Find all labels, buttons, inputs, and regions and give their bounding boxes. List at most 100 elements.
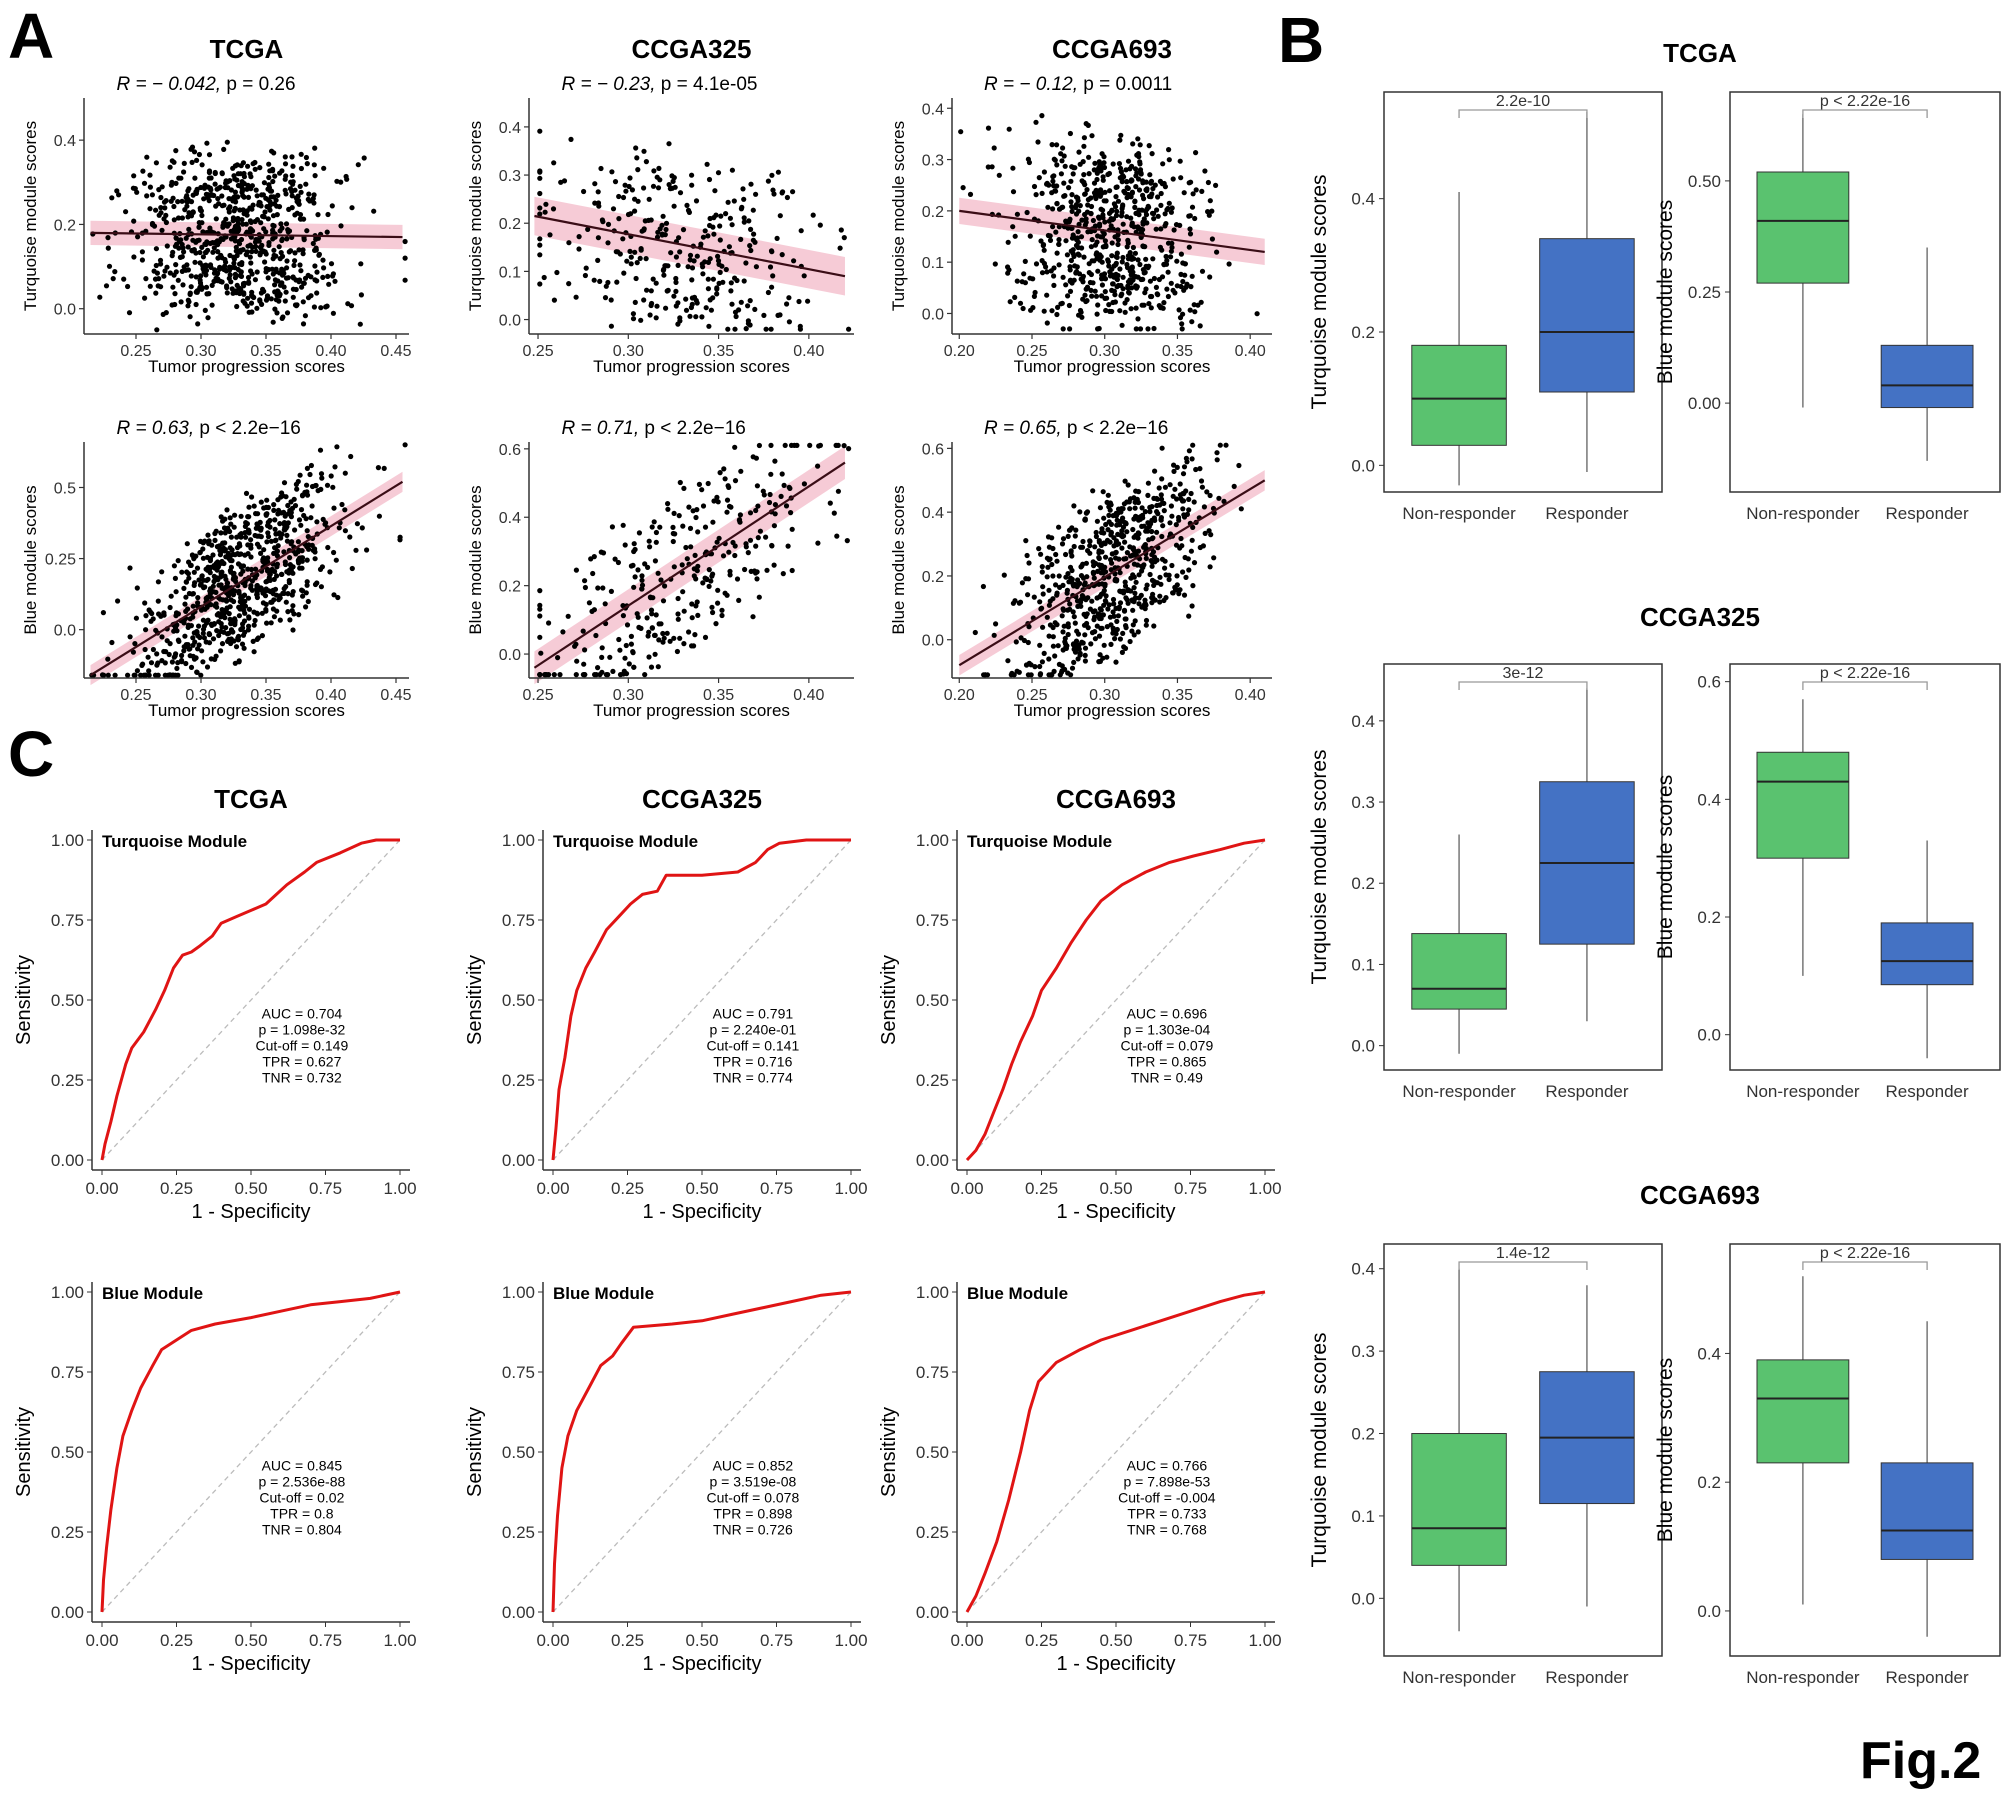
data-point [705,286,712,292]
data-point [1068,548,1074,554]
data-point [321,165,327,171]
data-point [207,240,213,246]
data-point [145,654,151,660]
data-point [1121,188,1127,194]
data-point [134,668,140,674]
y-tick-label: 1.00 [51,1283,84,1302]
data-point [694,599,700,605]
data-point [1167,520,1173,526]
data-point [1046,544,1052,550]
data-point [729,301,735,307]
data-point [741,215,747,221]
x-tick-label: 0.75 [760,1631,793,1650]
data-point [192,259,198,265]
data-point [1060,274,1066,280]
data-point [695,612,701,619]
data-point [1068,248,1074,254]
p-value-label: 1.4e-12 [1496,1245,1550,1262]
roc-curve [965,1290,1266,1613]
data-point [1157,574,1163,580]
data-point [628,633,635,640]
y-tick-label: 0.25 [502,1523,535,1542]
data-point [1095,326,1101,332]
data-point [319,564,325,570]
data-point [236,551,242,558]
data-point [262,249,268,255]
data-point [716,280,722,286]
data-point [181,169,187,175]
data-point [146,668,152,674]
data-point [667,186,674,192]
data-point [288,514,294,520]
data-point [1063,219,1069,225]
roc-C-TCGA-blue: 0.000.000.250.250.500.500.750.751.001.00… [13,1282,417,1675]
data-point [617,672,624,678]
data-point [1076,312,1082,318]
x-tick-label: 0.30 [613,343,644,360]
data-point [627,175,633,181]
data-point [1214,249,1220,255]
roc-curve [965,838,1266,1162]
data-point [143,613,149,619]
data-point [1130,526,1136,533]
data-point [992,261,998,267]
data-point [110,276,116,282]
data-point [685,207,692,213]
y-tick-label: 0.4 [922,505,944,522]
data-point [1066,302,1072,309]
data-point [724,497,731,503]
data-point [1114,284,1120,290]
data-point [191,556,197,562]
data-point [240,221,246,227]
data-point [633,275,639,282]
data-point [654,174,660,180]
data-point [671,510,677,516]
data-point [1105,606,1111,612]
data-point [1069,235,1076,241]
data-point [1113,631,1119,637]
data-point [109,195,115,201]
x-tick-label: 0.00 [950,1631,983,1650]
data-point [300,593,306,599]
data-point [304,482,310,488]
regression-line [534,214,846,278]
y-axis-label: Turquoise module scores [1308,750,1331,985]
data-point [595,189,601,195]
x-tick-label: 0.00 [536,1631,569,1650]
data-point [191,582,197,589]
significance-bracket [1802,681,1928,690]
data-point [263,586,269,592]
data-point [817,442,824,448]
data-point [1143,545,1149,552]
data-point [1154,502,1160,509]
data-point [1178,251,1184,257]
data-point [715,587,721,593]
data-point [796,298,802,305]
data-point [712,188,718,194]
data-point [815,540,821,546]
data-point [320,257,326,263]
data-point [1024,552,1030,559]
data-point [689,182,695,188]
data-point [272,277,278,283]
data-point [702,634,709,641]
data-point [1115,613,1121,619]
data-point [193,189,199,195]
y-tick-label: 0.25 [916,1523,949,1542]
data-point [668,250,674,256]
roc-stat: TNR = 0.49 [1131,1070,1203,1086]
x-tick-label: 1.00 [834,1179,867,1198]
data-point [747,298,753,304]
category-label: Non-responder [1402,1668,1516,1687]
data-point [1088,271,1094,278]
data-point [274,553,280,559]
data-point [253,566,259,572]
x-tick-label: 0.25 [611,1631,644,1650]
data-point [361,155,367,161]
data-point [1091,258,1097,264]
data-point [283,599,289,605]
data-point [299,284,305,290]
data-point [279,280,285,286]
